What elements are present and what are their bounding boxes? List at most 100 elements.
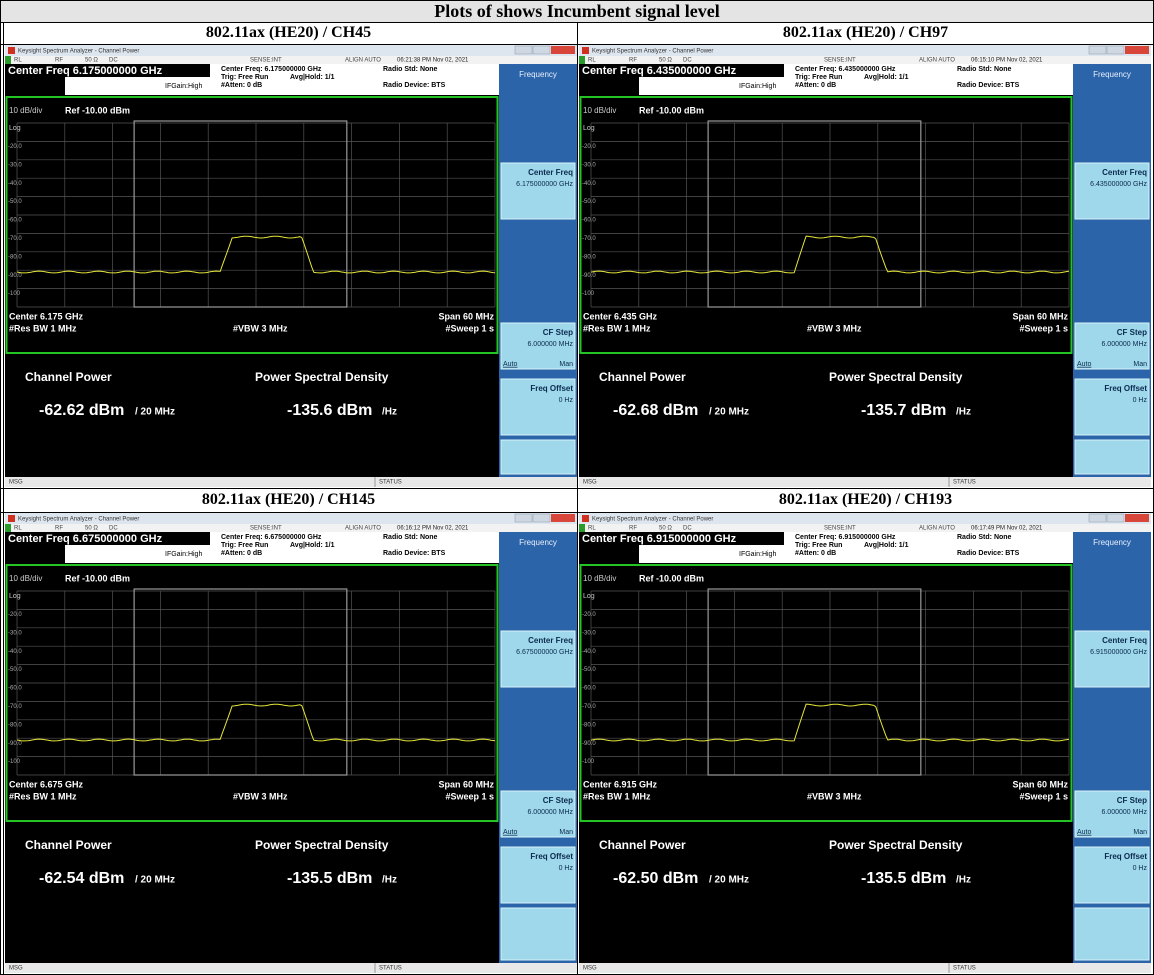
status-bar: STATUS <box>379 480 402 486</box>
y-axis-label: -70.0 <box>8 704 22 710</box>
span: Span 60 MHz <box>438 311 494 321</box>
softkey[interactable] <box>500 846 576 904</box>
trace <box>16 703 496 742</box>
info-dark <box>579 64 784 77</box>
softkey[interactable] <box>1074 846 1150 904</box>
timestamp: 06:17:49 PM Nov 02, 2021 <box>971 526 1043 532</box>
softkey[interactable] <box>500 322 576 370</box>
per-hz: /Hz <box>956 407 971 418</box>
per-bw: / 20 MHz <box>135 407 175 418</box>
softkey[interactable] <box>1074 378 1150 436</box>
span: Span 60 MHz <box>1012 311 1068 321</box>
message-bar <box>579 477 1151 487</box>
softkey-value: 0 Hz <box>1133 397 1148 404</box>
softkey-value: 6.000000 MHz <box>527 809 573 816</box>
bandwidth-box <box>133 120 348 308</box>
window-title: Keysight Spectrum Analyzer - Channel Pow… <box>18 517 139 523</box>
channel-power-label: Channel Power <box>25 838 112 852</box>
sweep: #Sweep 1 s <box>1019 323 1068 333</box>
softkey[interactable] <box>1074 322 1150 370</box>
atten: #Atten: 0 dB <box>795 82 836 89</box>
softkey[interactable] <box>500 439 576 475</box>
y-axis-label: -90.0 <box>582 741 596 747</box>
softkey[interactable] <box>1074 439 1150 475</box>
trace <box>590 235 1070 274</box>
channel-power-label: Channel Power <box>599 370 686 384</box>
window-button <box>1125 514 1149 522</box>
center-freq-title: Center Freq 6.675000000 GHz <box>8 533 163 545</box>
softkey[interactable] <box>500 907 576 961</box>
window-button <box>514 45 533 55</box>
status-item: RF <box>629 58 637 64</box>
softkey[interactable] <box>1074 162 1150 220</box>
avg-hold: Avg|Hold: 1/1 <box>864 74 909 81</box>
scale: 10 dB/div <box>583 574 616 583</box>
channel-power-value: -62.50 dBm <box>613 870 698 887</box>
ifgain: IFGain:High <box>165 551 202 558</box>
title-bar <box>579 513 1151 524</box>
log: Log <box>9 125 21 132</box>
per-hz: /Hz <box>382 407 397 418</box>
per-bw: / 20 MHz <box>709 407 749 418</box>
softkey-label: CF Step <box>1117 796 1147 805</box>
status-line <box>579 56 1151 64</box>
timestamp: 06:16:12 PM Nov 02, 2021 <box>397 526 469 532</box>
softkey[interactable] <box>500 162 576 220</box>
center-freq-info: Center Freq: 6.435000000 GHz <box>795 66 896 73</box>
status-icon <box>5 524 11 532</box>
per-hz: /Hz <box>382 875 397 886</box>
window-button <box>551 514 575 522</box>
softkey[interactable] <box>500 630 576 688</box>
y-axis-label: -80.0 <box>582 722 596 728</box>
trig: Trig: Free Run <box>221 542 268 549</box>
status-bar: STATUS <box>953 480 976 486</box>
ref-level: Ref -10.00 dBm <box>639 105 704 115</box>
border <box>577 22 578 975</box>
ifgain: IFGain:High <box>739 551 776 558</box>
status-item: DC <box>109 58 118 64</box>
menu-title: Frequency <box>519 70 557 79</box>
status-item: 50 Ω <box>659 526 672 532</box>
softkey[interactable] <box>1074 907 1150 961</box>
status-bar: STATUS <box>379 966 402 972</box>
status-item: RF <box>629 526 637 532</box>
man-option: Man <box>559 361 573 368</box>
info-dark <box>579 532 784 545</box>
plot-frame <box>579 564 1073 822</box>
window-title: Keysight Spectrum Analyzer - Channel Pow… <box>592 517 713 523</box>
softkey[interactable] <box>500 378 576 436</box>
sweep: #Sweep 1 s <box>1019 791 1068 801</box>
y-axis-label: -50.0 <box>8 667 22 673</box>
y-axis-label: -70.0 <box>582 704 596 710</box>
app-icon <box>582 47 589 54</box>
y-axis-label: -90.0 <box>8 741 22 747</box>
status-bar: STATUS <box>953 966 976 972</box>
bandwidth-box <box>707 120 922 308</box>
status-item: ALIGN AUTO <box>919 58 955 64</box>
radio-std: Radio Std: None <box>957 534 1012 541</box>
sweep: #Sweep 1 s <box>445 791 494 801</box>
radio-device: Radio Device: BTS <box>957 550 1020 557</box>
softkey-value: 6.675000000 GHz <box>516 649 573 656</box>
status-icon <box>579 524 585 532</box>
softkey[interactable] <box>500 790 576 838</box>
softkey-label: Center Freq <box>1102 168 1147 177</box>
status-item: DC <box>683 526 692 532</box>
app-icon <box>582 515 589 522</box>
window-button <box>514 513 533 523</box>
y-axis-label: -70.0 <box>582 236 596 242</box>
status-item: RL <box>14 58 22 64</box>
center-freq-title: Center Freq 6.435000000 GHz <box>582 65 737 77</box>
res-bw: #Res BW 1 MHz <box>583 323 651 333</box>
softkey[interactable] <box>1074 790 1150 838</box>
psd-value: -135.6 dBm <box>287 402 372 419</box>
status-item: 50 Ω <box>85 58 98 64</box>
log: Log <box>583 593 595 600</box>
info-dark <box>579 77 639 95</box>
menu-title: Frequency <box>519 538 557 547</box>
window-button <box>1106 513 1125 523</box>
border <box>0 0 1154 1</box>
softkey[interactable] <box>1074 630 1150 688</box>
app-icon <box>8 47 15 54</box>
